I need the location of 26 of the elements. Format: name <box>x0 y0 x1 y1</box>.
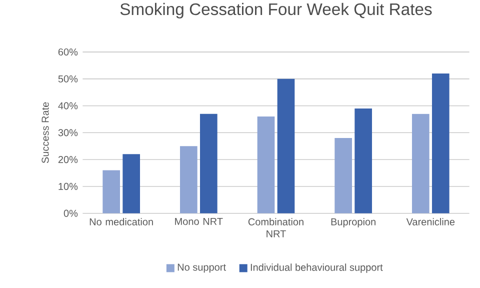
y-tick-label: 10% <box>58 182 78 190</box>
bar <box>354 108 372 214</box>
x-tick-label: Varenicline <box>406 218 455 226</box>
bar <box>122 154 140 214</box>
y-tick-label: 60% <box>58 48 78 56</box>
x-tick-label: Combination NRT <box>248 218 304 238</box>
y-tick-label: 40% <box>58 102 78 110</box>
bar <box>277 78 295 214</box>
legend-label: Individual behavioural support <box>250 264 383 273</box>
x-tick-label: No medication <box>90 218 153 226</box>
bar <box>102 170 120 214</box>
y-tick-label: 20% <box>58 156 78 164</box>
chart-title: Smoking Cessation Four Week Quit Rates <box>120 2 432 18</box>
x-tick-label: Bupropion <box>331 218 376 228</box>
y-tick-label: 30% <box>58 129 78 136</box>
y-axis-title: Success Rate <box>42 102 49 164</box>
x-tick-label: Mono NRT <box>175 218 223 226</box>
bar <box>180 146 198 214</box>
bar <box>334 138 352 214</box>
bar <box>257 116 275 214</box>
bar <box>432 74 450 214</box>
y-tick-label: 50% <box>58 75 78 82</box>
y-tick-label: 0% <box>64 210 78 217</box>
bar <box>200 114 218 214</box>
legend-label: No support <box>178 264 226 273</box>
bar <box>412 114 430 214</box>
